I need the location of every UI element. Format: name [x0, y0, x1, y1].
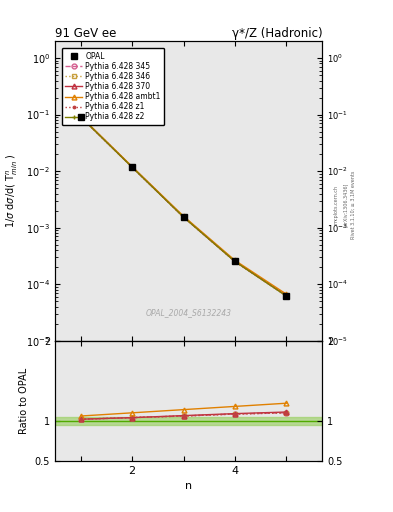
Text: [arXiv:1306.3436]: [arXiv:1306.3436] — [343, 183, 347, 227]
Text: OPAL_2004_S6132243: OPAL_2004_S6132243 — [146, 308, 231, 317]
Text: mcplots.cern.ch: mcplots.cern.ch — [334, 185, 338, 224]
X-axis label: n: n — [185, 481, 192, 491]
Text: γ*/Z (Hadronic): γ*/Z (Hadronic) — [231, 27, 322, 40]
Text: 91 GeV ee: 91 GeV ee — [55, 27, 116, 40]
Y-axis label: 1/$\sigma$ d$\sigma$/d( T$^n_{min}$ ): 1/$\sigma$ d$\sigma$/d( T$^n_{min}$ ) — [5, 154, 20, 228]
Y-axis label: Ratio to OPAL: Ratio to OPAL — [19, 368, 29, 434]
Text: Rivet 3.1.10; ≥ 3.1M events: Rivet 3.1.10; ≥ 3.1M events — [351, 170, 356, 239]
Legend: OPAL, Pythia 6.428 345, Pythia 6.428 346, Pythia 6.428 370, Pythia 6.428 ambt1, : OPAL, Pythia 6.428 345, Pythia 6.428 346… — [62, 48, 164, 125]
